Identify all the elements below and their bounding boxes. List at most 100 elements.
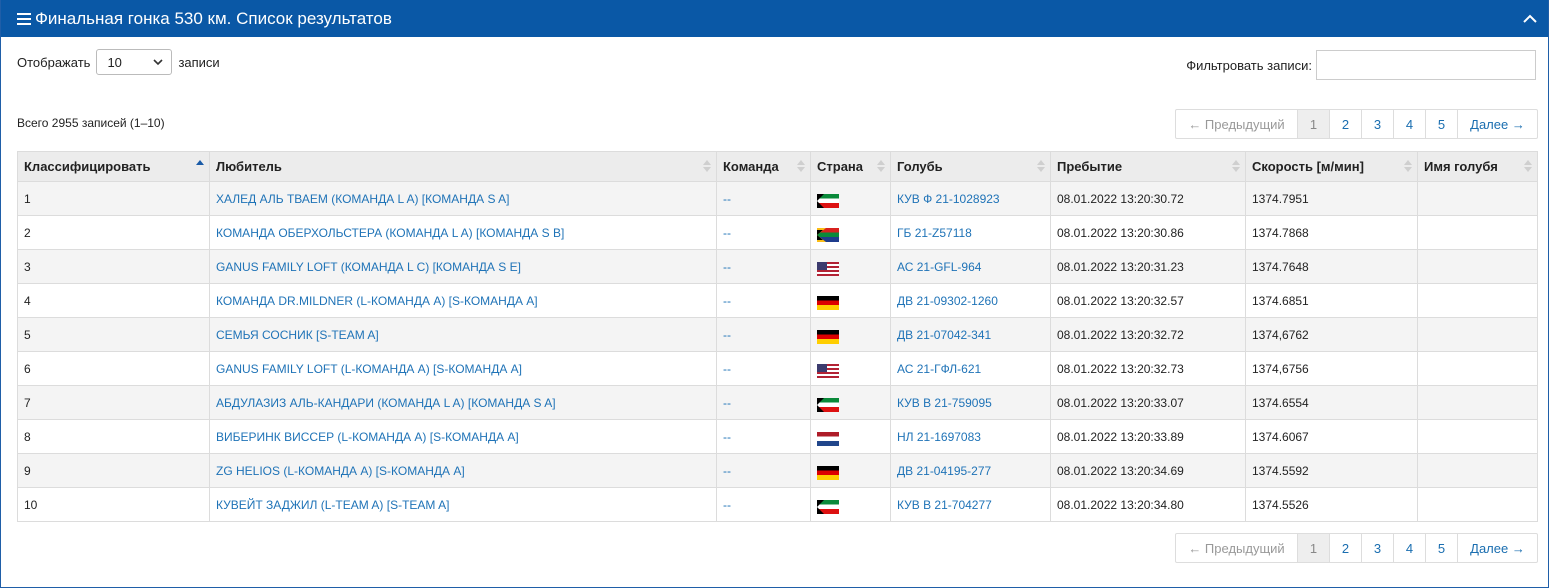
netherlands-flag-icon — [817, 431, 839, 446]
pigeon-cell: АС 21-GFL-964 — [890, 249, 1051, 284]
fancier-link[interactable]: ZG HELIOS (L-КОМАНДА A) [S-КОМАНДА A] — [216, 463, 465, 478]
column-header-arrival[interactable]: Пребытие — [1050, 151, 1246, 182]
team-link[interactable]: -- — [723, 497, 731, 512]
page-button[interactable]: 4 — [1393, 110, 1425, 138]
pigeon-link[interactable]: ДВ 21-04195-277 — [897, 463, 992, 478]
team-cell: -- — [716, 351, 811, 386]
speed-cell: 1374,6756 — [1245, 351, 1418, 386]
speed-cell: 1374.7951 — [1245, 181, 1418, 216]
fancier-link[interactable]: КУВЕЙТ ЗАДЖИЛ (L-TEAM A) [S-TEAM A] — [216, 497, 450, 512]
pigeon-link[interactable]: НЛ 21-1697083 — [897, 429, 981, 444]
table-row: 1 ХАЛЕД АЛЬ ТВАЕМ (КОМАНДА L A) [КОМАНДА… — [17, 181, 1538, 216]
rank-cell: 6 — [17, 351, 210, 386]
team-link[interactable]: -- — [723, 293, 731, 308]
speed-cell: 1374.7868 — [1245, 215, 1418, 250]
team-link[interactable]: -- — [723, 225, 731, 240]
team-link[interactable]: -- — [723, 429, 731, 444]
fancier-link[interactable]: АБДУЛАЗИЗ АЛЬ-КАНДАРИ (КОМАНДА L A) [КОМ… — [216, 395, 556, 410]
page-button[interactable]: 2 — [1329, 534, 1361, 562]
page-length-value: 10 — [107, 54, 122, 70]
fancier-link[interactable]: ВИБЕРИНК ВИССЕР (L-КОМАНДА A) [S-КОМАНДА… — [216, 429, 519, 444]
team-link[interactable]: -- — [723, 463, 731, 478]
team-cell: -- — [716, 419, 811, 454]
pigeon-link[interactable]: АС 21-ГФЛ-621 — [897, 361, 982, 376]
filter-control: Фильтровать записи: — [1186, 50, 1536, 80]
sort-icon — [1524, 160, 1532, 172]
filter-input[interactable] — [1316, 50, 1536, 80]
kuwait-flag-icon — [817, 397, 839, 412]
fancier-link[interactable]: КОМАНДА DR.MILDNER (L-КОМАНДА A) [S-КОМА… — [216, 293, 538, 308]
rank-cell: 5 — [17, 317, 210, 352]
team-cell: -- — [716, 181, 811, 216]
page-button[interactable]: 5 — [1425, 534, 1457, 562]
column-header-pigeon-name[interactable]: Имя голубя — [1417, 151, 1538, 182]
fancier-link[interactable]: GANUS FAMILY LOFT (КОМАНДА L C) [КОМАНДА… — [216, 259, 521, 274]
page-button[interactable]: 1 — [1297, 534, 1329, 562]
team-link[interactable]: -- — [723, 395, 731, 410]
usa-flag-icon — [817, 261, 839, 276]
fancier-link[interactable]: КОМАНДА ОБЕРХОЛЬСТЕРА (КОМАНДА L A) [КОМ… — [216, 225, 565, 240]
page-button[interactable]: 3 — [1361, 534, 1393, 562]
pigeon-cell: ГБ 21-Z57118 — [890, 215, 1051, 250]
previous-page-button[interactable]: ← Предыдущий — [1188, 540, 1285, 556]
fancier-cell: GANUS FAMILY LOFT (L-КОМАНДА A) [S-КОМАН… — [209, 351, 717, 386]
column-header-country[interactable]: Страна — [810, 151, 891, 182]
pigeon-link[interactable]: АС 21-GFL-964 — [897, 259, 982, 274]
arrival-cell: 08.01.2022 13:20:30.86 — [1050, 215, 1246, 250]
fancier-link[interactable]: GANUS FAMILY LOFT (L-КОМАНДА A) [S-КОМАН… — [216, 361, 523, 376]
page-button[interactable]: 2 — [1329, 110, 1361, 138]
pigeon-link[interactable]: ДВ 21-09302-1260 — [897, 293, 998, 308]
pigeon-name-cell — [1417, 351, 1538, 386]
germany-flag-icon — [817, 329, 839, 344]
arrival-cell: 08.01.2022 13:20:32.57 — [1050, 283, 1246, 318]
pigeon-link[interactable]: КУВ В 21-704277 — [897, 497, 992, 512]
country-cell — [810, 283, 891, 318]
pigeon-name-cell — [1417, 249, 1538, 284]
sort-ascending-icon — [196, 160, 204, 172]
pigeon-cell: ДВ 21-07042-341 — [890, 317, 1051, 352]
arrival-cell: 08.01.2022 13:20:34.69 — [1050, 453, 1246, 488]
country-cell — [810, 453, 891, 488]
pigeon-link[interactable]: ДВ 21-07042-341 — [897, 327, 992, 342]
speed-cell: 1374.5526 — [1245, 487, 1418, 522]
column-header-speed[interactable]: Скорость [м/мин] — [1245, 151, 1418, 182]
column-header-pigeon[interactable]: Голубь — [890, 151, 1051, 182]
column-header-fancier[interactable]: Любитель — [209, 151, 717, 182]
speed-cell: 1374.5592 — [1245, 453, 1418, 488]
country-cell — [810, 181, 891, 216]
table-row: 2 КОМАНДА ОБЕРХОЛЬСТЕРА (КОМАНДА L A) [К… — [17, 215, 1538, 250]
sort-icon — [1037, 160, 1045, 172]
team-link[interactable]: -- — [723, 191, 731, 206]
team-cell: -- — [716, 385, 811, 420]
table-body: 1 ХАЛЕД АЛЬ ТВАЕМ (КОМАНДА L A) [КОМАНДА… — [17, 181, 1538, 522]
chevron-down-icon — [153, 58, 164, 65]
fancier-link[interactable]: ХАЛЕД АЛЬ ТВАЕМ (КОМАНДА L A) [КОМАНДА S… — [216, 191, 510, 206]
fancier-link[interactable]: СЕМЬЯ СОСНИК [S-TEAM A] — [216, 327, 379, 342]
column-header-team[interactable]: Команда — [716, 151, 811, 182]
page-button[interactable]: 5 — [1425, 110, 1457, 138]
next-page-button[interactable]: Далее → — [1457, 110, 1537, 138]
team-cell: -- — [716, 249, 811, 284]
sort-icon — [877, 160, 885, 172]
team-cell: -- — [716, 215, 811, 250]
country-cell — [810, 317, 891, 352]
page-button[interactable]: 1 — [1297, 110, 1329, 138]
rank-cell: 10 — [17, 487, 210, 522]
team-link[interactable]: -- — [723, 327, 731, 342]
pigeon-link[interactable]: КУВ В 21-759095 — [897, 395, 992, 410]
previous-page-button[interactable]: ← Предыдущий — [1188, 116, 1285, 132]
page-button[interactable]: 3 — [1361, 110, 1393, 138]
pigeon-link[interactable]: ГБ 21-Z57118 — [897, 225, 972, 240]
rank-cell: 7 — [17, 385, 210, 420]
chevron-up-icon[interactable] — [1520, 9, 1540, 29]
country-cell — [810, 351, 891, 386]
team-link[interactable]: -- — [723, 361, 731, 376]
pigeon-link[interactable]: КУВ Ф 21-1028923 — [897, 191, 1000, 206]
page-length-select[interactable]: 10 — [96, 49, 173, 75]
next-page-button[interactable]: Далее → — [1457, 534, 1537, 562]
column-header-rank[interactable]: Классифицировать — [17, 151, 210, 182]
team-link[interactable]: -- — [723, 259, 731, 274]
arrival-cell: 08.01.2022 13:20:32.73 — [1050, 351, 1246, 386]
page-button[interactable]: 4 — [1393, 534, 1425, 562]
pigeon-cell: ДВ 21-04195-277 — [890, 453, 1051, 488]
